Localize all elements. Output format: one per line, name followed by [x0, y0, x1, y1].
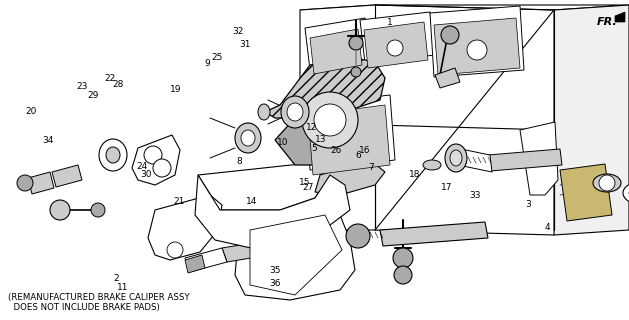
Text: 13: 13 [315, 135, 326, 144]
Circle shape [153, 159, 171, 177]
Circle shape [349, 36, 363, 50]
Circle shape [302, 92, 358, 148]
Polygon shape [235, 205, 355, 300]
Polygon shape [300, 5, 629, 10]
Text: 12: 12 [306, 124, 317, 132]
Text: 26: 26 [331, 146, 342, 155]
Text: 31: 31 [240, 40, 251, 49]
Polygon shape [300, 5, 554, 230]
Text: 16: 16 [359, 146, 370, 155]
Circle shape [351, 67, 361, 77]
Text: 15: 15 [299, 178, 311, 187]
Polygon shape [430, 6, 524, 77]
Ellipse shape [623, 182, 629, 204]
Circle shape [314, 104, 346, 136]
Text: 18: 18 [409, 170, 421, 179]
Text: 17: 17 [441, 183, 452, 192]
Text: 1: 1 [387, 18, 393, 27]
Polygon shape [265, 58, 385, 118]
Text: 2: 2 [114, 274, 119, 283]
Text: 30: 30 [140, 170, 152, 179]
Circle shape [441, 26, 459, 44]
Circle shape [144, 146, 162, 164]
Polygon shape [360, 12, 435, 63]
Text: 19: 19 [170, 85, 182, 94]
Text: 22: 22 [104, 74, 116, 83]
Text: 6: 6 [355, 151, 362, 160]
Text: 11: 11 [117, 284, 128, 292]
Circle shape [467, 40, 487, 60]
Ellipse shape [99, 139, 127, 171]
Text: 10: 10 [277, 138, 289, 147]
Polygon shape [434, 18, 520, 75]
Polygon shape [554, 5, 629, 235]
Circle shape [387, 40, 403, 56]
Polygon shape [52, 165, 82, 187]
Text: (REMANUFACTURED BRAKE CALIPER ASSY
  DOES NOT INCLUDE BRAKE PADS): (REMANUFACTURED BRAKE CALIPER ASSY DOES … [8, 293, 189, 312]
Text: 3: 3 [525, 200, 532, 209]
Polygon shape [435, 68, 460, 88]
Ellipse shape [450, 150, 462, 166]
Text: 4: 4 [545, 223, 550, 232]
Text: 5: 5 [311, 144, 318, 153]
Text: 7: 7 [368, 164, 374, 172]
Text: 9: 9 [204, 60, 211, 68]
Polygon shape [222, 240, 275, 262]
Text: 33: 33 [469, 191, 481, 200]
Ellipse shape [281, 96, 309, 128]
Circle shape [91, 203, 105, 217]
Polygon shape [198, 163, 330, 210]
Text: 29: 29 [87, 92, 99, 100]
Polygon shape [132, 135, 180, 185]
Text: 28: 28 [112, 80, 123, 89]
Text: 35: 35 [270, 266, 281, 275]
Polygon shape [250, 215, 342, 295]
Polygon shape [185, 255, 205, 273]
Polygon shape [275, 110, 375, 165]
Polygon shape [28, 172, 54, 194]
Text: 25: 25 [211, 53, 223, 62]
Ellipse shape [287, 103, 303, 121]
Polygon shape [305, 18, 370, 70]
Text: 27: 27 [303, 183, 314, 192]
Polygon shape [520, 122, 558, 195]
Text: 34: 34 [43, 136, 54, 145]
Text: 23: 23 [76, 82, 87, 91]
Text: 24: 24 [136, 162, 147, 171]
Circle shape [17, 175, 33, 191]
Polygon shape [364, 22, 428, 68]
Polygon shape [456, 148, 492, 172]
Polygon shape [148, 195, 222, 260]
Text: 21: 21 [174, 197, 185, 206]
Circle shape [346, 224, 370, 248]
Text: 36: 36 [270, 279, 281, 288]
Circle shape [50, 200, 70, 220]
Polygon shape [380, 222, 488, 246]
Polygon shape [560, 164, 612, 221]
Polygon shape [315, 160, 385, 195]
Ellipse shape [235, 123, 261, 153]
Circle shape [394, 266, 412, 284]
Circle shape [393, 248, 413, 268]
Text: 32: 32 [232, 28, 243, 36]
Ellipse shape [106, 147, 120, 163]
Polygon shape [305, 95, 395, 170]
Text: 14: 14 [246, 197, 257, 206]
Polygon shape [615, 12, 625, 22]
Text: 20: 20 [26, 108, 37, 116]
Polygon shape [185, 248, 227, 272]
Polygon shape [310, 29, 362, 74]
Text: 8: 8 [236, 157, 242, 166]
Ellipse shape [593, 174, 621, 192]
Polygon shape [488, 149, 562, 171]
Polygon shape [195, 175, 350, 250]
Polygon shape [308, 105, 390, 175]
Ellipse shape [445, 144, 467, 172]
Circle shape [167, 242, 183, 258]
Ellipse shape [241, 130, 255, 146]
Ellipse shape [423, 160, 441, 170]
Ellipse shape [258, 104, 270, 120]
Circle shape [599, 175, 615, 191]
Text: FR.: FR. [597, 17, 618, 27]
